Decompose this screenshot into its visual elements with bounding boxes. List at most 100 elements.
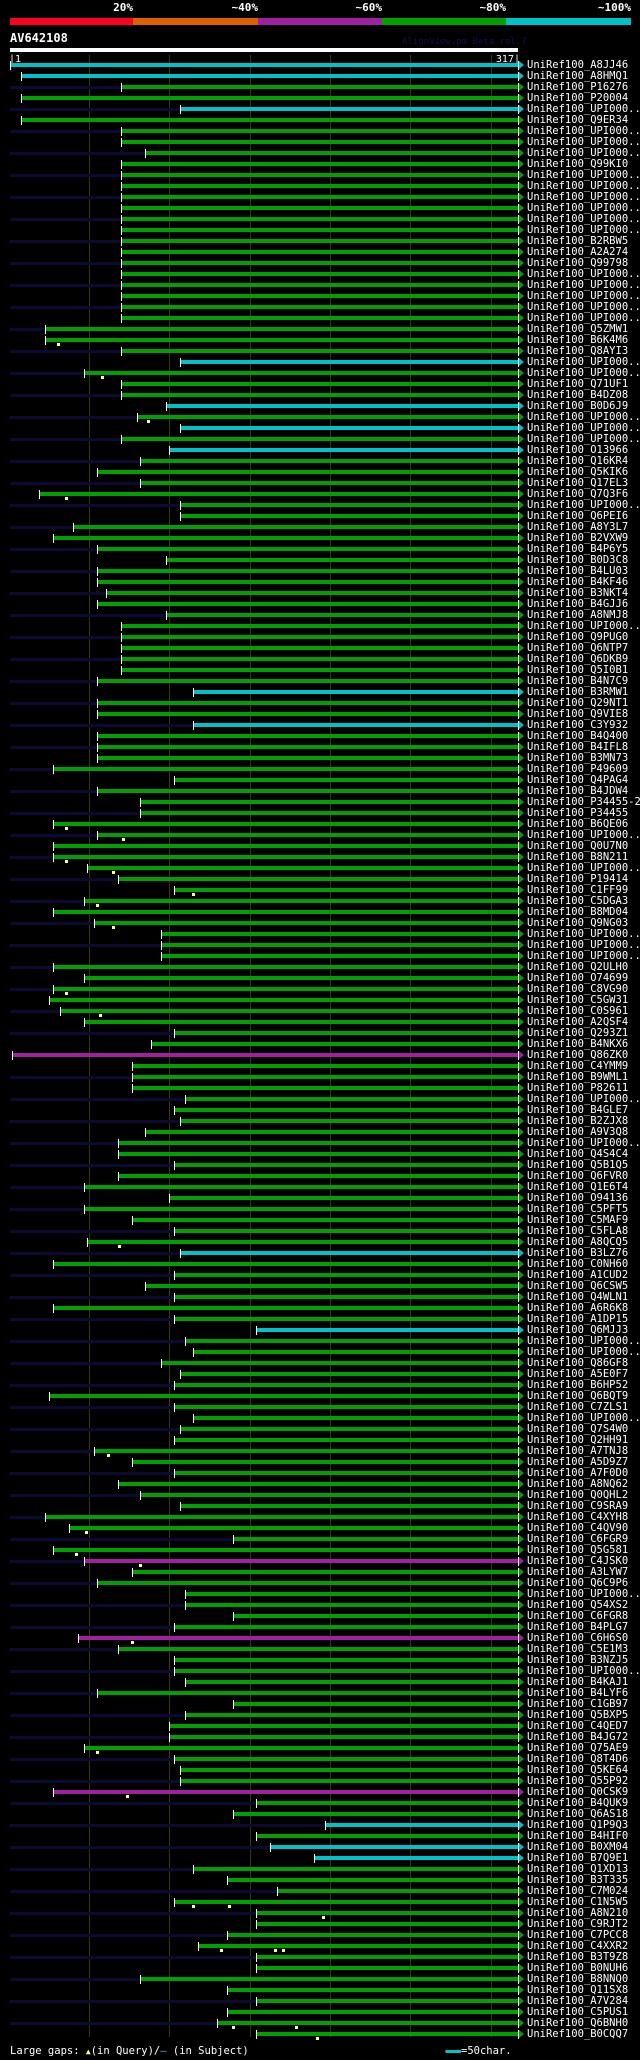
alignment-row[interactable]: UniRef100_Q5BXP5 [0,1710,640,1721]
hit-label[interactable]: UniRef100_C5DGA3 [527,895,629,907]
hit-label[interactable]: UniRef100_UPI000.. [527,356,640,368]
hit-label[interactable]: UniRef100_Q16KR4 [527,455,629,467]
hit-label[interactable]: UniRef100_Q5BXP5 [527,1709,629,1721]
hit-label[interactable]: UniRef100_UPI000.. [527,499,640,511]
hit-label[interactable]: UniRef100_Q8AYI3 [527,345,629,357]
hit-label[interactable]: UniRef100_Q6NTP7 [527,642,629,654]
hit-label[interactable]: UniRef100_Q6DKB9 [527,653,629,665]
alignment-row[interactable]: UniRef100_B4LYF6 [0,1688,640,1699]
hit-label[interactable]: UniRef100_UPI000.. [527,290,640,302]
alignment-row[interactable]: UniRef100_Q17EL3 [0,478,640,489]
hit-label[interactable]: UniRef100_Q8T4D6 [527,1753,629,1765]
alignment-row[interactable]: UniRef100_P49609 [0,764,640,775]
alignment-row[interactable]: UniRef100_C9SRA9 [0,1501,640,1512]
hit-label[interactable]: UniRef100_Q86GF8 [527,1357,629,1369]
alignment-row[interactable]: UniRef100_Q5ZMW1 [0,324,640,335]
alignment-row[interactable]: UniRef100_A8N210 [0,1908,640,1919]
alignment-row[interactable]: UniRef100_C7M024 [0,1886,640,1897]
hit-label[interactable]: UniRef100_B2RBW5 [527,235,629,247]
hit-label[interactable]: UniRef100_C5PFT5 [527,1203,629,1215]
alignment-row[interactable]: UniRef100_Q1XD13 [0,1864,640,1875]
hit-label[interactable]: UniRef100_P34455-2 [527,796,640,808]
alignment-row[interactable]: UniRef100_C4JSK0 [0,1556,640,1567]
hit-label[interactable]: UniRef100_B4P6Y5 [527,543,629,555]
hit-label[interactable]: UniRef100_B8NNQ0 [527,1973,629,1985]
hit-label[interactable]: UniRef100_B3NZJ5 [527,1654,629,1666]
alignment-row[interactable]: UniRef100_B4GJJ6 [0,599,640,610]
alignment-row[interactable]: UniRef100_A2QSF4 [0,1017,640,1028]
alignment-row[interactable]: UniRef100_C5PFT5 [0,1204,640,1215]
hit-label[interactable]: UniRef100_O94136 [527,1192,629,1204]
hit-label[interactable]: UniRef100_B0CQQ7 [527,2028,629,2040]
hit-label[interactable]: UniRef100_P19414 [527,873,629,885]
hit-label[interactable]: UniRef100_C4JSK0 [527,1555,629,1567]
hit-label[interactable]: UniRef100_C1GB97 [527,1698,629,1710]
alignment-row[interactable]: UniRef100_UPI000.. [0,1347,640,1358]
hit-label[interactable]: UniRef100_Q7Q3F6 [527,488,629,500]
alignment-row[interactable]: UniRef100_Q8T4D6 [0,1754,640,1765]
alignment-row[interactable]: UniRef100_UPI000.. [0,412,640,423]
alignment-row[interactable]: UniRef100_Q6BQT9 [0,1391,640,1402]
hit-label[interactable]: UniRef100_C5FLA8 [527,1225,629,1237]
alignment-row[interactable]: UniRef100_Q7Q3F6 [0,489,640,500]
hit-label[interactable]: UniRef100_C8VG90 [527,983,629,995]
alignment-row[interactable]: UniRef100_C1N5W5 [0,1897,640,1908]
alignment-row[interactable]: UniRef100_C4XXR2 [0,1941,640,1952]
alignment-row[interactable]: UniRef100_C8VG90 [0,984,640,995]
hit-label[interactable]: UniRef100_C9RJT2 [527,1918,629,1930]
alignment-row[interactable]: UniRef100_B6HP52 [0,1380,640,1391]
alignment-row[interactable]: UniRef100_B4KF46 [0,577,640,588]
hit-label[interactable]: UniRef100_C7M024 [527,1885,629,1897]
alignment-row[interactable]: UniRef100_C7PCC8 [0,1930,640,1941]
alignment-row[interactable]: UniRef100_A5D9Z7 [0,1457,640,1468]
hit-label[interactable]: UniRef100_UPI000.. [527,268,640,280]
hit-label[interactable]: UniRef100_Q6C9P6 [527,1577,629,1589]
hit-label[interactable]: UniRef100_Q4PAG4 [527,774,629,786]
hit-label[interactable]: UniRef100_Q5I0B1 [527,664,629,676]
alignment-row[interactable]: UniRef100_Q8AYI3 [0,346,640,357]
alignment-row[interactable]: UniRef100_C6FGR8 [0,1611,640,1622]
alignment-row[interactable]: UniRef100_Q9ER34 [0,115,640,126]
alignment-row[interactable]: UniRef100_Q4PAG4 [0,775,640,786]
alignment-row[interactable]: UniRef100_B3RMW1 [0,687,640,698]
hit-label[interactable]: UniRef100_UPI000.. [527,1588,640,1600]
alignment-row[interactable]: UniRef100_UPI000.. [0,225,640,236]
hit-label[interactable]: UniRef100_B6HP52 [527,1379,629,1391]
hit-label[interactable]: UniRef100_Q1XD13 [527,1863,629,1875]
alignment-row[interactable]: UniRef100_Q55P92 [0,1776,640,1787]
hit-label[interactable]: UniRef100_Q9NG03 [527,917,629,929]
alignment-row[interactable]: UniRef100_B4NKX6 [0,1039,640,1050]
alignment-row[interactable]: UniRef100_B3NKT4 [0,588,640,599]
hit-label[interactable]: UniRef100_P49609 [527,763,629,775]
alignment-row[interactable]: UniRef100_UPI000.. [0,181,640,192]
hit-label[interactable]: UniRef100_A8JJ46 [527,59,629,71]
hit-label[interactable]: UniRef100_A8NMJ8 [527,609,629,621]
alignment-row[interactable]: UniRef100_A2A274 [0,247,640,258]
hit-label[interactable]: UniRef100_UPI000.. [527,1335,640,1347]
hit-label[interactable]: UniRef100_P16276 [527,81,629,93]
alignment-row[interactable]: UniRef100_UPI000.. [0,1336,640,1347]
alignment-row[interactable]: UniRef100_B7Q9E1 [0,1853,640,1864]
hit-label[interactable]: UniRef100_B0NUH6 [527,1962,629,1974]
hit-label[interactable]: UniRef100_UPI000.. [527,1137,640,1149]
hit-label[interactable]: UniRef100_UPI000.. [527,1665,640,1677]
hit-label[interactable]: UniRef100_B3LZ76 [527,1247,629,1259]
alignment-row[interactable]: UniRef100_Q293Z1 [0,1028,640,1039]
alignment-row[interactable]: UniRef100_A8QCQ5 [0,1237,640,1248]
hit-label[interactable]: UniRef100_UPI000.. [527,180,640,192]
alignment-row[interactable]: UniRef100_B0D6J9 [0,401,640,412]
hit-label[interactable]: UniRef100_UPI000.. [527,202,640,214]
alignment-row[interactable]: UniRef100_Q86GF8 [0,1358,640,1369]
hit-label[interactable]: UniRef100_Q4WLN1 [527,1291,629,1303]
alignment-row[interactable]: UniRef100_B9WML1 [0,1072,640,1083]
alignment-row[interactable]: UniRef100_Q11SX8 [0,1985,640,1996]
hit-label[interactable]: UniRef100_A3LYW7 [527,1566,629,1578]
hit-label[interactable]: UniRef100_Q5G581 [527,1544,629,1556]
hit-label[interactable]: UniRef100_UPI000.. [527,301,640,313]
alignment-row[interactable]: UniRef100_B2VXW9 [0,533,640,544]
hit-label[interactable]: UniRef100_P20004 [527,92,629,104]
alignment-row[interactable]: UniRef100_UPI000.. [0,357,640,368]
alignment-row[interactable]: UniRef100_C5GW31 [0,995,640,1006]
hit-label[interactable]: UniRef100_UPI000.. [527,136,640,148]
hit-label[interactable]: UniRef100_Q0CSK9 [527,1786,629,1798]
